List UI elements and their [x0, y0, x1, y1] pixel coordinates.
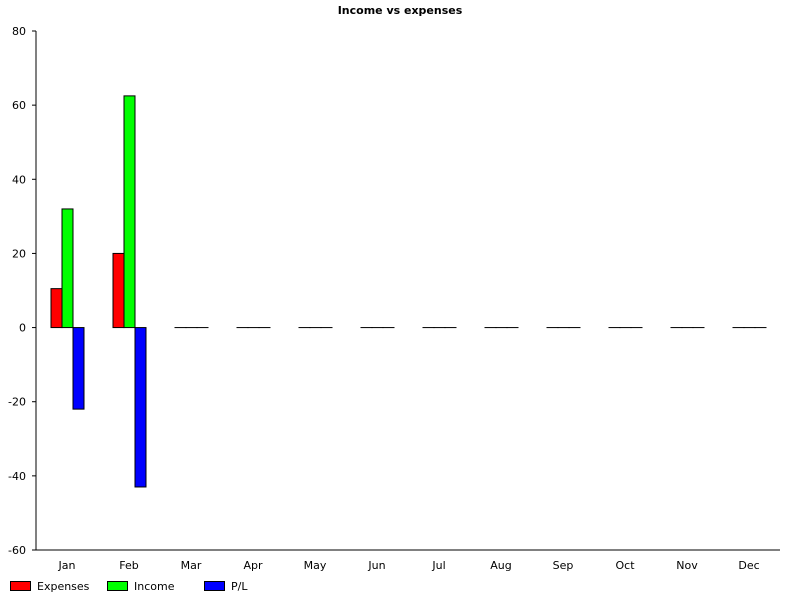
y-tick-label: 0 — [19, 322, 26, 335]
legend: Expenses Income P/L — [10, 578, 301, 594]
bars-group — [50, 95, 767, 488]
y-tick-label: 60 — [12, 99, 26, 112]
bar-income-jan — [61, 208, 74, 329]
x-tick-label: Jul — [431, 559, 445, 572]
legend-swatch-expenses — [10, 581, 31, 591]
bar-pl-feb — [134, 327, 147, 488]
x-tick-label: Dec — [738, 559, 759, 572]
x-tick-label: Jan — [58, 559, 76, 572]
bar-income-feb — [123, 95, 136, 329]
legend-item-income: Income — [107, 580, 184, 593]
legend-label-income: Income — [134, 579, 175, 593]
bar-expenses-feb — [112, 252, 125, 329]
legend-label-pl: P/L — [231, 579, 248, 593]
y-tick-label: 80 — [12, 25, 26, 38]
legend-item-expenses: Expenses — [10, 579, 90, 593]
x-tick-label: Feb — [119, 559, 138, 572]
x-tick-label: Apr — [243, 559, 263, 572]
x-tick-label: Mar — [181, 559, 202, 572]
y-tick-label: 20 — [12, 247, 26, 260]
x-axis: Jan Feb Mar Apr May Jun Jul Aug Sep Oct Nov Dec — [36, 549, 780, 572]
y-tick-label: -40 — [8, 470, 26, 483]
x-tick-label: Aug — [490, 559, 511, 572]
chart-title: Income vs expenses — [338, 4, 463, 17]
bar-pl-jan — [72, 327, 85, 410]
y-axis: 80 60 40 20 0 -20 -40 -60 — [8, 25, 37, 557]
y-tick-label: -20 — [8, 396, 26, 409]
x-tick-label: May — [304, 559, 327, 572]
x-tick-label: Nov — [676, 559, 698, 572]
bar-expenses-jan — [50, 288, 63, 329]
x-tick-label: Oct — [615, 559, 635, 572]
x-tick-label: Sep — [553, 559, 574, 572]
x-tick-label: Jun — [367, 559, 385, 572]
y-tick-label: 40 — [12, 173, 26, 186]
y-tick-label: -60 — [8, 544, 26, 557]
legend-label-expenses: Expenses — [37, 579, 90, 593]
legend-swatch-income — [107, 581, 128, 591]
legend-swatch-pl — [204, 581, 225, 591]
legend-item-pl: P/L — [204, 580, 281, 593]
